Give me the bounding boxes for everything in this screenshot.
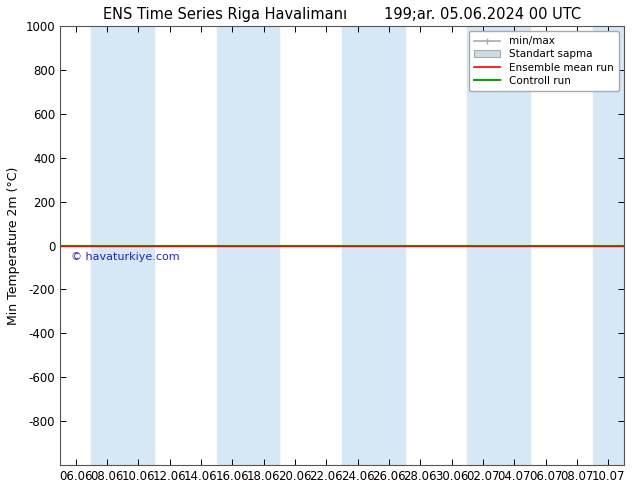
Bar [467,26,498,465]
Bar [248,26,280,465]
Bar [122,26,154,465]
Legend: min/max, Standart sapma, Ensemble mean run, Controll run: min/max, Standart sapma, Ensemble mean r… [469,31,619,91]
Bar [217,26,248,465]
Bar [91,26,122,465]
Y-axis label: Min Temperature 2m (°C): Min Temperature 2m (°C) [7,166,20,325]
Bar [498,26,530,465]
Bar [373,26,404,465]
Bar [342,26,373,465]
Text: © havaturkiye.com: © havaturkiye.com [71,252,180,262]
Title: ENS Time Series Riga Havalimanı        199;ar. 05.06.2024 00 UTC: ENS Time Series Riga Havalimanı 199;ar. … [103,7,581,22]
Bar [593,26,624,465]
